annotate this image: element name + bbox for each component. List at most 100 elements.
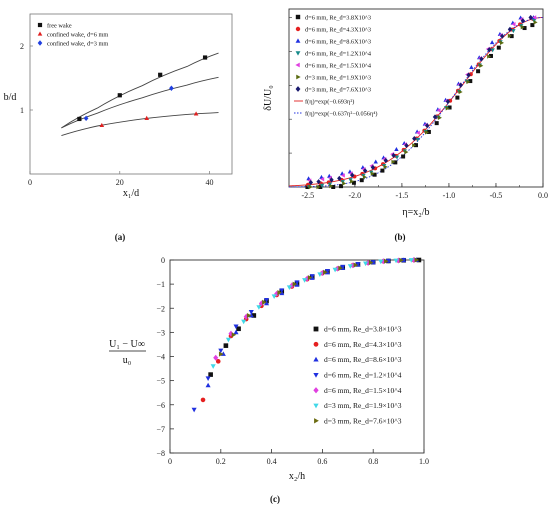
panel-b-point-d-6-mm-re-d-3-8x10-3 <box>351 180 356 185</box>
panel-b-point-d-3-mm-re-d-1-9x10-3 <box>520 24 525 30</box>
panel-c-point-d-3-mm-re-d-7-6-10-3 <box>246 312 252 319</box>
panel-c-point-d-6-mm-re-d-3-8-10-3 <box>208 372 213 377</box>
panel-b-legend-label: d=3 mm, Re_d=7.6X10^3 <box>305 86 371 93</box>
panel-c-point-d-3-mm-re-d-7-6-10-3 <box>307 275 313 281</box>
panel-b-point-d-3-mm-re-d-1-9x10-3 <box>437 115 442 120</box>
panel-b-point-d-6-mm-re-d-8-6x10-3 <box>306 176 311 181</box>
panel-c-legend-label: d=6 mm, Re_d=1.5×10^4 <box>324 386 402 395</box>
panel-b-point-d-3-mm-re-d-7-6x10-3 <box>350 172 355 178</box>
panel-c-point-d-6-mm-re-d-8-6-10-3 <box>233 329 239 335</box>
panel-c-legend-marker-d-6-mm-re-d-1-5-10-4 <box>313 387 319 394</box>
panel-b-point-d-3-mm-re-d-7-6x10-3 <box>445 98 451 105</box>
panel-c-legend-label: d=6 mm, Re_d=3.8×10^3 <box>324 325 402 334</box>
panel-b-point-d-3-mm-re-d-1-9x10-3 <box>487 54 492 59</box>
panel-b-point-d-3-mm-re-d-1-9x10-3 <box>533 20 538 25</box>
panel-c-point-d-6-mm-re-d-3-8-10-3 <box>223 343 229 348</box>
panel-c-point-d-3-mm-re-d-7-6-10-3 <box>399 257 404 263</box>
panel-c-legend-label: d=6 mm, Re_d=1.2×10^4 <box>324 371 402 380</box>
panel-b-label: (b) <box>395 232 406 242</box>
panel-c-ytick-label: −4 <box>156 353 165 362</box>
panel-b-legend-label: d=6 mm, Re_d=3.8X10^3 <box>305 14 371 21</box>
panel-b-point-d-3-mm-re-d-7-6x10-3 <box>337 175 342 181</box>
panel-b-point-d-6-mm-re-d-3-8x10-3 <box>530 23 535 28</box>
panel-b-legend-label: d=6 mm, Re_d=1.5X10^4 <box>305 62 372 69</box>
panel-c-legend-label: d=3 mm, Re_d=1.9×10^3 <box>324 401 402 410</box>
panel-c-legend-label: d=3 mm, Re_d=7.6×10^3 <box>324 416 402 425</box>
panel-b-point-d-6-mm-re-d-3-8x10-3 <box>372 172 377 177</box>
panel-c-point-d-6-mm-re-d-4-3-10-3 <box>215 359 221 364</box>
panel-b: -2.5 -2.0 -1.5 -1.0 -0.5 0.0 d=6 mm, Re_d=3.8… <box>263 8 548 242</box>
panel-c-point-d-3-mm-re-d-1-9-10-3 <box>286 285 292 291</box>
panel-b-xtick-label: -2.0 <box>349 191 362 200</box>
panel-c-xtick-label: 0.4 <box>267 457 277 466</box>
panel-a-fit-curve <box>61 112 219 137</box>
panel-c-point-d-6-mm-re-d-8-6-10-3 <box>205 382 211 388</box>
panel-b-xtick-label: -1.5 <box>396 191 409 200</box>
panel-b-point-d-6-mm-re-d-1-2x10-4 <box>319 183 325 188</box>
panel-b-point-d-6-mm-re-d-1-5x10-4 <box>436 108 441 113</box>
panel-b-xtick-label: -1.0 <box>443 191 456 200</box>
panel-b-legend-label: d=6 mm, Re_d=4.3X10^3 <box>305 26 371 33</box>
panel-b-point-d-3-mm-re-d-1-9x10-3 <box>425 130 430 135</box>
panel-c-legend-marker-d-6-mm-re-d-4-3-10-3 <box>313 341 319 347</box>
panel-b-point-d-3-mm-re-d-7-6x10-3 <box>466 72 471 78</box>
panel-a-label: (a) <box>115 232 126 242</box>
panel-b-point-d-3-mm-re-d-7-6x10-3 <box>308 179 314 186</box>
panel-c-legend-marker-d-3-mm-re-d-1-9-10-3 <box>313 403 319 409</box>
panel-b-point-d-6-mm-re-d-3-8x10-3 <box>496 45 501 50</box>
panel-c-point-d-6-mm-re-d-1-2-10-4 <box>370 260 376 265</box>
panel-b-point-d-6-mm-re-d-3-8x10-3 <box>305 185 310 189</box>
panel-c-ytick-label: −2 <box>156 304 165 313</box>
panel-c-point-d-6-mm-re-d-1-2-10-4 <box>279 288 285 293</box>
panel-b-point-d-6-mm-re-d-1-2x10-4 <box>511 29 516 34</box>
panel-b-point-d-3-mm-re-d-1-9x10-3 <box>308 184 313 190</box>
panel-c-point-d-3-mm-re-d-1-9-10-3 <box>225 337 231 343</box>
panel-b-legend-marker-d-6-mm-re-d-1-5x10-4 <box>295 62 300 68</box>
panel-c-ticks: 0 0.2 0.4 0.6 0.8 1.0 0 −1 −2 −3 −4 −5 −6 −7 −8 <box>156 256 429 466</box>
panel-c-ytick-label: −1 <box>156 280 165 289</box>
panel-c-point-d-3-mm-re-d-1-9-10-3 <box>393 258 399 264</box>
panel-b-point-d-3-mm-re-d-7-6x10-3 <box>432 114 438 120</box>
panel-c-point-d-6-mm-re-d-3-8-10-3 <box>236 326 241 332</box>
panel-c-point-d-3-mm-re-d-7-6-10-3 <box>338 265 343 271</box>
panel-b-point-d-6-mm-re-d-8-6x10-3 <box>489 40 495 45</box>
panel-c-point-d-6-mm-re-d-1-5-10-4 <box>213 354 219 361</box>
panel-b-legend-marker-d-3-mm-re-d-7-6x10-3 <box>295 86 301 92</box>
panel-b-point-d-6-mm-re-d-3-8x10-3 <box>455 95 460 100</box>
panel-b-legend-marker-d-3-mm-re-d-1-9x10-3 <box>296 74 301 80</box>
panel-b-point-d-3-mm-re-d-1-9x10-3 <box>350 179 355 184</box>
panel-c-point-d-3-mm-re-d-7-6-10-3 <box>292 281 298 287</box>
panel-b-point-d-6-mm-re-d-3-8x10-3 <box>488 53 493 58</box>
panel-a-point-confined-wake-d-6-mm <box>99 122 105 128</box>
panel-c-point-d-3-mm-re-d-7-6-10-3 <box>277 290 282 296</box>
panel-c-point-d-3-mm-re-d-1-9-10-3 <box>378 259 384 265</box>
panel-a-fit-curve <box>61 52 219 129</box>
panel-b-point-d-6-mm-re-d-1-2x10-4 <box>415 137 420 142</box>
panel-c-point-d-6-mm-re-d-1-5-10-4 <box>365 259 371 266</box>
panel-b-point-d-3-mm-re-d-7-6x10-3 <box>362 168 368 174</box>
panel-b-point-d-6-mm-re-d-3-8x10-3 <box>522 26 527 31</box>
panel-b-point-d-3-mm-re-d-7-6x10-3 <box>412 136 417 142</box>
panel-b-points <box>305 14 538 190</box>
panel-a-point-confined-wake-d-6-mm <box>144 115 150 120</box>
panel-c-point-d-6-mm-re-d-1-2-10-4 <box>191 407 197 413</box>
panel-b-point-d-3-mm-re-d-7-6x10-3 <box>528 14 533 21</box>
panel-a-points <box>77 55 208 128</box>
panel-b-point-d-3-mm-re-d-1-9x10-3 <box>391 159 396 165</box>
panel-a-ytick-label: 1 <box>20 106 24 115</box>
panel-b-xtick-label: -2.5 <box>301 191 314 200</box>
panel-b-legend-fit-label: f(η)=exp(−0.637η²−0.056η⁴) <box>305 110 378 117</box>
panel-b-point-d-3-mm-re-d-1-9x10-3 <box>445 106 450 111</box>
panel-b-point-d-3-mm-re-d-1-9x10-3 <box>342 181 347 186</box>
panel-a-legend-marker-confined-wake-d-3-mm <box>37 40 43 46</box>
panel-a-plot-frame <box>29 13 233 175</box>
panel-b-point-d-6-mm-re-d-3-8x10-3 <box>339 184 344 189</box>
panel-c-point-d-6-mm-re-d-3-8-10-3 <box>251 313 257 318</box>
panel-b-point-d-3-mm-re-d-1-9x10-3 <box>479 63 484 68</box>
panel-c-point-d-3-mm-re-d-1-9-10-3 <box>271 294 277 299</box>
panel-c-point-d-6-mm-re-d-1-2-10-4 <box>218 348 224 354</box>
panel-b-point-d-6-mm-re-d-3-8x10-3 <box>380 168 385 173</box>
panel-a-xtick-label: 20 <box>116 178 124 187</box>
panel-c-point-d-6-mm-re-d-1-2-10-4 <box>340 264 346 270</box>
